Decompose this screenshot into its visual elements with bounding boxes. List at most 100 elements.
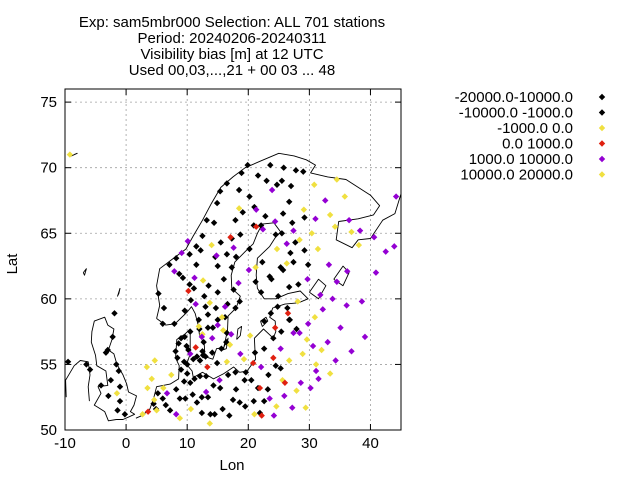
- data-point: [97, 382, 105, 389]
- data-point: [300, 168, 307, 175]
- data-point: [355, 241, 363, 249]
- data-point: [277, 365, 284, 372]
- data-point: [345, 216, 353, 224]
- data-point: [262, 213, 269, 220]
- data-point: [214, 321, 221, 329]
- coastline: [82, 268, 87, 276]
- data-point: [187, 379, 194, 386]
- data-point: [196, 357, 204, 364]
- legend-label: -10000.0 -1000.0: [459, 105, 573, 122]
- data-point: [83, 361, 90, 368]
- legend-label: 0.0 1000.0: [502, 136, 573, 153]
- title-line-3: Visibility bias [m] at 12 UTC: [140, 46, 323, 63]
- y-tick-label: 70: [40, 160, 57, 177]
- coastline: [222, 337, 229, 351]
- data-point: [153, 407, 160, 414]
- data-point: [278, 177, 286, 185]
- data-point: [331, 223, 339, 230]
- data-point: [267, 161, 274, 169]
- data-point: [163, 390, 171, 397]
- data-point: [102, 349, 110, 356]
- data-point: [143, 363, 151, 371]
- data-point: [303, 336, 311, 343]
- data-point: [292, 167, 300, 174]
- data-point: [116, 397, 124, 405]
- data-point: [272, 231, 279, 238]
- data-point: [151, 357, 159, 364]
- y-tick-label: 60: [40, 291, 57, 308]
- data-point: [172, 386, 180, 393]
- data-point: [289, 404, 296, 411]
- data-point: [318, 346, 325, 354]
- data-point: [172, 254, 180, 262]
- data-point: [217, 239, 224, 246]
- data-point: [214, 316, 221, 324]
- data-point: [284, 304, 291, 312]
- data-point: [191, 274, 198, 282]
- data-point: [259, 258, 266, 266]
- data-point: [139, 411, 146, 418]
- data-point: [260, 397, 268, 405]
- x-tick-label: 20: [240, 435, 257, 452]
- data-point: [358, 298, 366, 305]
- data-point: [199, 348, 206, 355]
- x-tick-label: -10: [54, 435, 76, 452]
- data-point: [283, 240, 290, 247]
- coastline: [71, 152, 78, 157]
- data-point: [64, 358, 72, 365]
- data-point: [286, 357, 293, 364]
- data-point: [274, 303, 281, 310]
- y-tick-label: 75: [40, 94, 57, 111]
- data-point: [191, 375, 198, 383]
- data-point: [230, 244, 237, 251]
- data-point: [227, 331, 235, 338]
- data-point: [284, 310, 292, 317]
- data-point: [278, 230, 286, 237]
- data-point: [232, 216, 239, 224]
- y-tick-label: 50: [40, 422, 57, 439]
- coastline: [236, 325, 243, 340]
- data-point: [229, 396, 237, 404]
- data-point: [237, 231, 244, 238]
- x-tick-label: 30: [301, 435, 318, 452]
- data-points: [64, 151, 400, 427]
- data-point: [208, 241, 215, 249]
- data-point: [283, 260, 290, 267]
- data-point: [252, 278, 259, 285]
- data-point: [317, 291, 324, 299]
- data-point: [286, 283, 293, 291]
- data-point: [265, 371, 272, 379]
- data-point: [235, 186, 243, 194]
- data-point: [166, 261, 173, 268]
- data-point: [290, 329, 297, 337]
- coastline: [309, 278, 327, 300]
- data-point: [204, 324, 212, 331]
- data-point: [200, 338, 207, 346]
- data-point: [159, 395, 166, 402]
- coastline: [90, 316, 137, 422]
- data-point: [280, 164, 287, 171]
- data-point: [246, 332, 254, 339]
- data-point: [177, 334, 185, 342]
- data-point: [273, 245, 281, 253]
- data-point: [171, 268, 178, 275]
- data-point: [148, 375, 155, 383]
- data-point: [259, 226, 267, 233]
- data-point: [239, 209, 246, 216]
- data-point: [302, 404, 309, 411]
- data-point: [176, 270, 183, 278]
- data-point: [155, 290, 162, 297]
- title-line-1: Exp: sam5mbr000 Selection: ALL 701 stati…: [79, 14, 385, 31]
- data-point: [113, 390, 121, 397]
- data-point: [258, 412, 265, 419]
- data-point: [252, 264, 259, 271]
- data-point: [311, 181, 318, 188]
- data-point: [175, 340, 182, 347]
- y-tick-label: 65: [40, 225, 57, 242]
- data-point: [223, 338, 230, 346]
- data-point: [251, 349, 259, 356]
- data-point: [267, 310, 275, 317]
- data-point: [260, 317, 268, 325]
- data-point: [115, 367, 122, 375]
- data-point: [202, 353, 209, 360]
